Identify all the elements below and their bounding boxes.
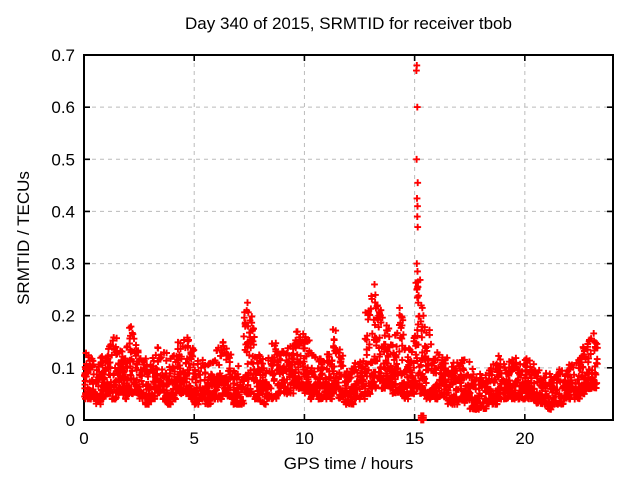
x-tick-label: 20 — [515, 429, 534, 448]
y-tick-label: 0.3 — [51, 255, 75, 274]
chart-title: Day 340 of 2015, SRMTID for receiver tbo… — [185, 14, 512, 33]
y-tick-label: 0.1 — [51, 359, 75, 378]
scatter-markers — [81, 62, 601, 424]
y-tick-label: 0.4 — [51, 202, 75, 221]
x-tick-label: 15 — [405, 429, 424, 448]
y-tick-label: 0.2 — [51, 307, 75, 326]
y-tick-label: 0 — [66, 411, 75, 430]
x-tick-label: 10 — [295, 429, 314, 448]
y-tick-label: 0.6 — [51, 98, 75, 117]
x-tick-label: 5 — [189, 429, 198, 448]
y-tick-label: 0.7 — [51, 46, 75, 65]
x-tick-label: 0 — [79, 429, 88, 448]
plot-border — [83, 54, 614, 421]
y-tick-label: 0.5 — [51, 150, 75, 169]
x-axis-label: GPS time / hours — [283, 454, 414, 473]
